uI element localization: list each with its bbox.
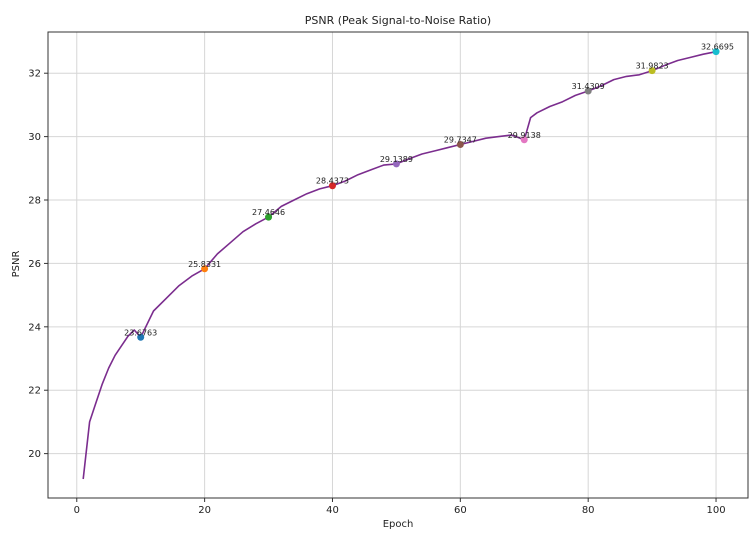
- data-point-marker: [584, 87, 592, 95]
- data-point-label: 23.6763: [124, 328, 157, 337]
- x-tick-label: 20: [198, 505, 211, 516]
- y-tick-label: 22: [28, 386, 41, 397]
- data-point-label: 28.4373: [316, 177, 349, 186]
- x-tick-label: 40: [326, 505, 339, 516]
- data-point-label: 29.1389: [380, 155, 413, 164]
- x-tick-label: 100: [706, 505, 725, 516]
- y-tick-label: 28: [28, 196, 41, 207]
- data-point-marker: [137, 333, 145, 341]
- y-tick-label: 30: [28, 132, 41, 143]
- data-point-label: 27.4646: [252, 208, 285, 217]
- data-point-marker: [201, 265, 209, 273]
- data-point-marker: [392, 160, 400, 168]
- y-tick-label: 32: [28, 69, 41, 80]
- y-tick-label: 26: [28, 259, 41, 270]
- markers-layer: 23.6763 25.8331 27.4646 28.4373 29.1389 29.73…: [124, 43, 734, 341]
- series-layer: [82, 50, 717, 480]
- data-point-marker: [520, 136, 528, 144]
- x-axis-label: Epoch: [383, 519, 414, 529]
- gridlines: [48, 32, 748, 498]
- data-point-marker: [648, 67, 656, 75]
- data-point-marker: [328, 182, 336, 190]
- psnr-series-line: [82, 50, 717, 480]
- x-tick-label: 0: [74, 505, 80, 516]
- data-point-marker: [456, 141, 464, 149]
- data-point-label: 25.8331: [188, 260, 221, 269]
- y-tick-label: 20: [28, 449, 41, 460]
- data-point-label: 29.9138: [508, 131, 541, 140]
- x-tick-label: 80: [582, 505, 595, 516]
- data-point-marker: [265, 213, 273, 221]
- y-axis-label: PSNR: [11, 251, 22, 278]
- y-tick-label: 24: [28, 322, 41, 333]
- data-point-label: 31.4309: [572, 82, 605, 91]
- data-point-marker: [712, 48, 720, 56]
- axis-ticks: 0 20 40 60 80 100 20 22 24 26 28 30 32: [28, 69, 725, 516]
- x-tick-label: 60: [454, 505, 467, 516]
- plot-area-frame: [47, 31, 749, 499]
- data-point-label: 31.9823: [636, 62, 669, 71]
- data-point-label: 32.6695: [701, 43, 734, 52]
- data-point-label: 29.7347: [444, 136, 477, 145]
- chart-title: PSNR (Peak Signal-to-Noise Ratio): [305, 14, 491, 27]
